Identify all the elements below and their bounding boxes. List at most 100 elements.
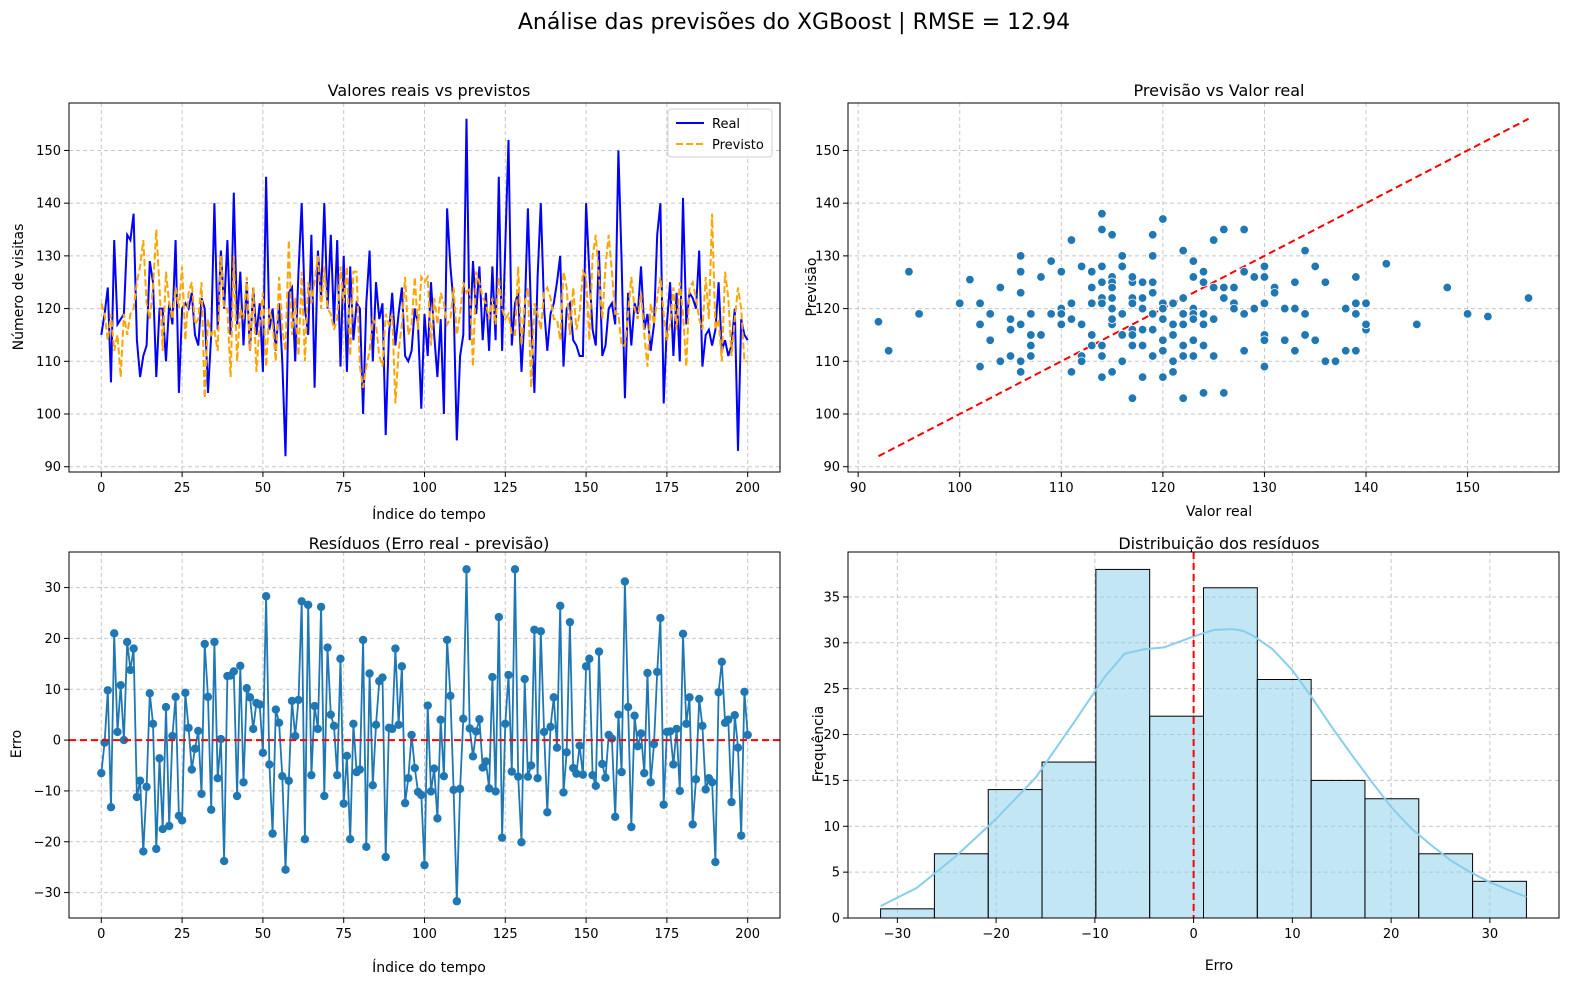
scatter-point [1310, 335, 1320, 345]
y-tick-label: 90 [44, 460, 61, 475]
scatter-point [1239, 309, 1249, 319]
y-tick-label: 140 [815, 197, 840, 212]
residual-point [520, 674, 529, 684]
residual-point [203, 692, 213, 702]
residual-point [446, 691, 455, 701]
residual-point [501, 719, 510, 729]
residual-point [426, 787, 436, 796]
residual-point [556, 601, 565, 611]
x-tick-label: 50 [255, 927, 272, 942]
residual-point [698, 721, 707, 731]
y-tick-label: 150 [36, 144, 61, 159]
residual-point [278, 771, 287, 781]
scatter-point [1137, 293, 1148, 303]
scatter-point [1178, 309, 1188, 319]
residual-point [265, 760, 274, 769]
scatter-point [1117, 356, 1127, 367]
residual-point [122, 637, 132, 647]
scatter-point [1188, 314, 1199, 324]
residual-point [439, 771, 449, 781]
y-tick-label: −10 [34, 784, 61, 799]
scatter-point [1168, 356, 1178, 367]
residual-point [339, 799, 348, 808]
residual-point [400, 798, 410, 808]
residual-point [623, 702, 633, 712]
scatter-point [1198, 319, 1209, 330]
residual-point [656, 613, 665, 623]
residual-point [239, 778, 248, 787]
scatter-point [1208, 235, 1219, 245]
x-tick-label: −30 [884, 927, 911, 942]
scatter-point [1198, 277, 1209, 287]
scatter-point [1107, 230, 1117, 240]
residual-point [274, 718, 284, 727]
x-tick-label: 200 [735, 927, 760, 942]
residual-point [594, 647, 604, 656]
scatter-point [1015, 266, 1026, 277]
residual-point [365, 669, 374, 678]
residual-point [675, 786, 685, 796]
x-tick-label: 150 [574, 481, 599, 496]
scatter-point [1005, 324, 1016, 335]
residual-point [145, 689, 154, 698]
scatter-point [1148, 309, 1158, 319]
scatter-point [1148, 288, 1158, 298]
y-tick-label: 10 [823, 820, 840, 835]
residual-point [378, 673, 387, 682]
x-tick-label: 10 [1284, 927, 1301, 942]
scatter-point [1188, 256, 1199, 266]
x-tick-label: −20 [982, 927, 1009, 942]
residual-point [484, 784, 494, 793]
scatter-point [1259, 261, 1270, 272]
residual-point [236, 661, 245, 671]
residual-point [640, 768, 649, 778]
residual-point [659, 800, 668, 809]
residual-point [711, 857, 720, 867]
residual-point [549, 693, 558, 702]
y-axis-label: Frequência [811, 706, 827, 783]
y-tick-label: 20 [44, 632, 61, 647]
residual-point [210, 637, 219, 647]
residual-point [255, 700, 264, 709]
residual-point [213, 774, 222, 783]
scatter-point [1168, 298, 1178, 309]
residual-point [643, 668, 652, 678]
scatter-point [1107, 282, 1117, 293]
scatter-point [1127, 330, 1138, 340]
scatter-point [1229, 303, 1239, 314]
scatter-point [1026, 309, 1036, 319]
scatter-point [1280, 335, 1290, 345]
scatter-point [1198, 388, 1209, 398]
residual-point [345, 835, 355, 844]
scatter-point [1462, 309, 1473, 319]
scatter-point [1442, 282, 1452, 293]
scatter-point [1330, 356, 1341, 367]
histogram-bar [1095, 568, 1151, 919]
legend-label-previsto: Previsto [712, 138, 764, 153]
scatter-point [1087, 298, 1097, 309]
residual-point [417, 790, 426, 800]
scatter-point [1178, 340, 1188, 351]
residual-point [103, 686, 112, 695]
residual-point [410, 763, 420, 773]
residual-point [514, 772, 523, 781]
x-tick-label: 50 [255, 481, 272, 496]
residual-point [543, 808, 552, 817]
residual-point [472, 727, 481, 736]
scatter-point [1015, 251, 1026, 261]
histogram-bar [1041, 761, 1097, 919]
residual-point [585, 654, 594, 663]
residual-point [387, 724, 397, 734]
scatter-point [1127, 393, 1138, 403]
grid [848, 103, 1559, 472]
scatter-point [1158, 214, 1168, 224]
residual-point [462, 565, 471, 574]
scatter-point [1219, 293, 1229, 303]
residual-point [200, 639, 209, 649]
scatter-point [1015, 288, 1026, 298]
residual-point [459, 714, 468, 723]
residual-point [297, 597, 306, 606]
figure-title: Análise das previsões do XGBoost | RMSE … [518, 10, 1070, 35]
y-tick-label: 25 [823, 682, 840, 697]
residual-point [181, 688, 190, 698]
